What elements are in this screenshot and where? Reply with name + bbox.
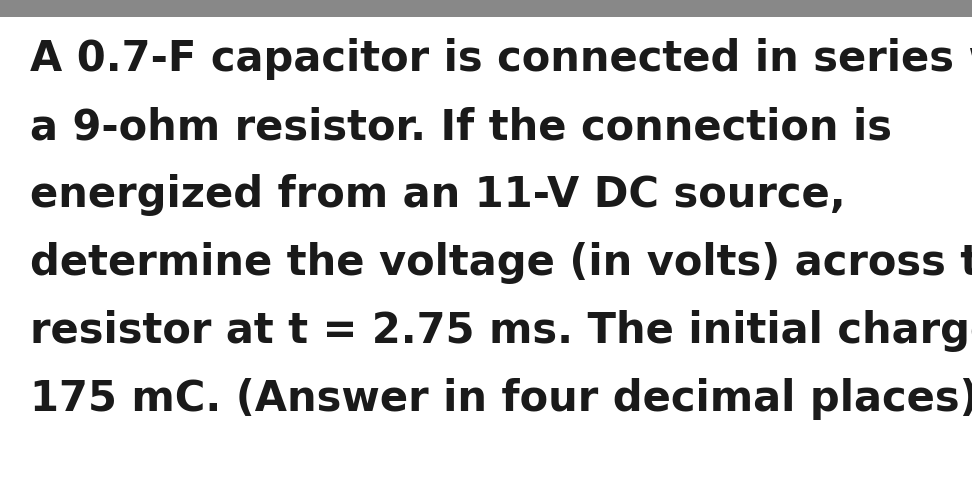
Text: resistor at t = 2.75 ms. The initial charge is: resistor at t = 2.75 ms. The initial cha… [30, 309, 972, 351]
Bar [0, 0, 972, 18]
Text: a 9-ohm resistor. If the connection is: a 9-ohm resistor. If the connection is [30, 106, 892, 148]
Text: A 0.7-F capacitor is connected in series with: A 0.7-F capacitor is connected in series… [30, 38, 972, 80]
Text: 175 mC. (Answer in four decimal places): 175 mC. (Answer in four decimal places) [30, 377, 972, 419]
Text: determine the voltage (in volts) across the: determine the voltage (in volts) across … [30, 241, 972, 283]
Text: energized from an 11-V DC source,: energized from an 11-V DC source, [30, 174, 846, 216]
